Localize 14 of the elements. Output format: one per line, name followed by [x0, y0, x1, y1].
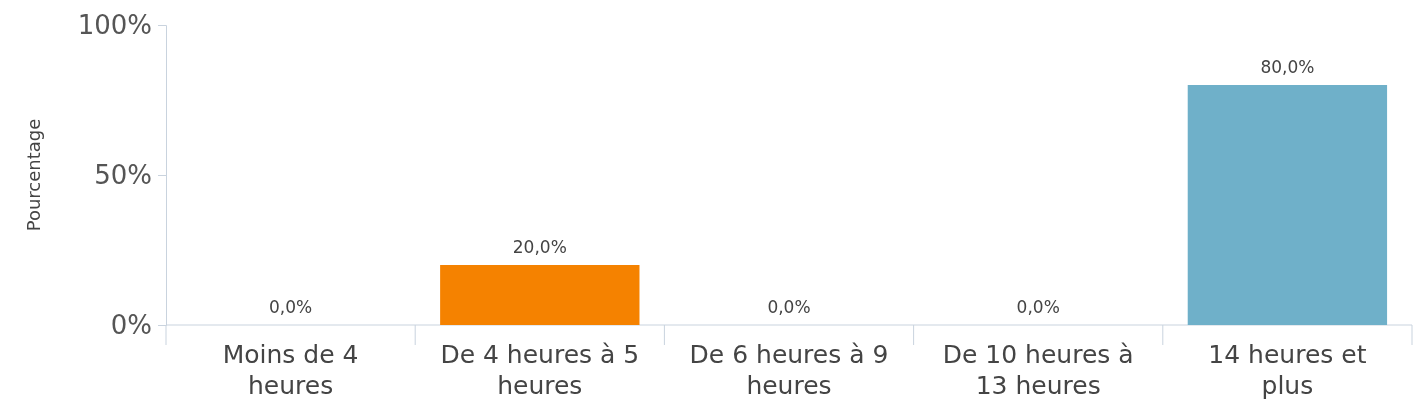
x-tick-label: Moins de 4 heures: [222, 340, 359, 400]
y-tick-label: 100%: [77, 9, 152, 40]
data-label: 0,0%: [1016, 297, 1060, 317]
data-label: 20,0%: [512, 237, 567, 257]
x-tick-label: De 10 heures à 13 heures: [942, 340, 1134, 400]
y-tick-label: 50%: [94, 159, 152, 190]
data-label: 0,0%: [269, 297, 313, 317]
y-axis-title: Pourcentage: [23, 118, 44, 232]
x-tick-label: De 4 heures à 5 heures: [440, 340, 640, 400]
data-label: 0,0%: [767, 297, 811, 317]
x-tick-label: De 6 heures à 9 heures: [689, 340, 889, 400]
x-tick-label: 14 heures et plus: [1208, 340, 1367, 400]
data-label: 80,0%: [1260, 57, 1315, 77]
y-tick-label: 0%: [110, 309, 152, 340]
